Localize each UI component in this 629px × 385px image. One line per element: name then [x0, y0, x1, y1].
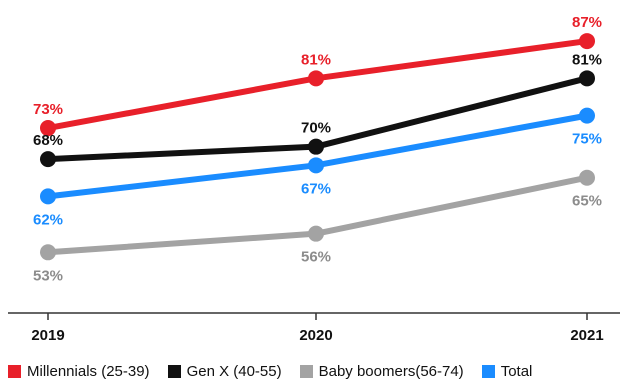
data-point-millennials: [579, 33, 595, 50]
data-label-baby-boomers: 56%: [301, 249, 331, 266]
legend-item-total: Total: [481, 362, 533, 380]
legend-swatch: [299, 364, 313, 378]
legend-item-gen-x: Gen X (40-55): [167, 362, 282, 380]
legend: Millennials (25-39) Gen X (40-55) Baby b…: [8, 360, 628, 382]
x-tick-label: 2019: [31, 327, 64, 344]
legend-item-baby-boomers: Baby boomers(56-74): [299, 362, 464, 380]
data-label-gen-x: 81%: [572, 51, 602, 68]
legend-swatch: [8, 364, 21, 378]
data-label-millennials: 73%: [33, 101, 63, 118]
legend-label: Total: [500, 362, 533, 380]
data-label-baby-boomers: 65%: [572, 193, 602, 210]
data-point-gen-x: [40, 151, 56, 168]
data-point-gen-x: [579, 70, 595, 87]
x-axis-ticks: 2019 2020 2021: [31, 313, 604, 344]
legend-label: Millennials (25-39): [27, 362, 150, 380]
data-label-layer: 53% 56% 65% 62% 67% 75% 68% 70% 81% 73% 81% 87%: [33, 14, 602, 284]
data-point-total: [40, 188, 56, 205]
data-point-millennials: [40, 120, 56, 137]
data-label-baby-boomers: 53%: [33, 267, 63, 284]
data-point-gen-x: [308, 138, 324, 155]
data-label-gen-x: 68%: [33, 132, 63, 149]
data-point-baby-boomers: [579, 169, 595, 186]
data-point-baby-boomers: [40, 244, 56, 261]
legend-label: Gen X (40-55): [186, 362, 282, 380]
data-label-millennials: 87%: [572, 14, 602, 31]
legend-label: Baby boomers(56-74): [318, 362, 464, 380]
data-point-total: [308, 157, 324, 174]
x-tick-label: 2021: [570, 327, 603, 344]
legend-item-millennials: Millennials (25-39): [8, 363, 150, 380]
x-tick-label: 2020: [299, 327, 332, 344]
legend-swatch: [167, 364, 181, 378]
data-label-total: 75%: [572, 131, 602, 148]
legend-swatch: [481, 364, 495, 378]
data-label-gen-x: 70%: [301, 120, 331, 137]
series-layer: [40, 33, 595, 261]
data-point-total: [579, 107, 595, 124]
data-label-millennials: 81%: [301, 51, 331, 68]
data-label-total: 67%: [301, 180, 331, 197]
data-label-total: 62%: [33, 211, 63, 228]
data-point-millennials: [308, 70, 324, 87]
data-point-baby-boomers: [308, 225, 324, 242]
